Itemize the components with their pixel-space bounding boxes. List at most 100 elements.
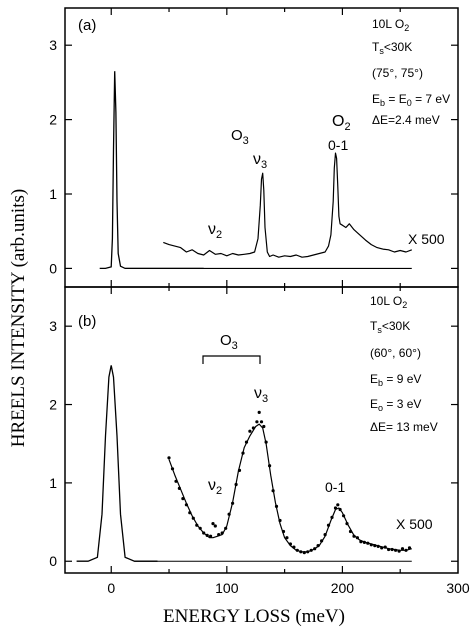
data-point xyxy=(288,542,292,546)
data-point xyxy=(369,543,373,547)
y-tick-label: 0 xyxy=(49,260,57,276)
data-point xyxy=(380,546,384,550)
data-point xyxy=(330,515,334,520)
data-point xyxy=(244,440,249,444)
data-point xyxy=(202,531,206,535)
panel-b-o2-mode-label: 0-1 xyxy=(325,479,345,495)
data-point xyxy=(397,549,401,553)
panel-b-nu3-label: ν3 xyxy=(254,385,268,405)
data-point xyxy=(313,547,317,551)
data-point xyxy=(383,545,387,549)
y-tick-label: 1 xyxy=(49,186,57,202)
x-axis-label: ENERGY LOSS (meV) xyxy=(163,606,345,627)
data-point xyxy=(181,497,185,501)
data-point xyxy=(271,489,275,493)
data-point xyxy=(394,548,398,552)
data-point xyxy=(251,426,255,430)
panel-a-nu3-label: ν3 xyxy=(253,151,267,171)
data-point xyxy=(259,420,264,424)
data-point xyxy=(295,548,299,552)
panel-a-plot xyxy=(99,71,413,270)
panel-b-multiplier: X 500 xyxy=(396,516,433,532)
data-point xyxy=(170,467,175,471)
data-point xyxy=(404,548,408,552)
elastic-peak-line xyxy=(99,71,204,270)
y-axis-label: HREELS INTENSITY (arb.units) xyxy=(8,189,29,447)
panel-b: (b) 0 1 2 3 0 100 200 300 10L O2 Ts<30K (60°, … xyxy=(49,286,470,596)
panel-b-o3-bracket-label: O3 xyxy=(220,332,238,352)
data-point xyxy=(255,420,259,424)
panel-b-nu2-label: ν2 xyxy=(208,477,222,497)
data-point xyxy=(231,501,235,505)
data-point xyxy=(342,514,346,518)
data-point xyxy=(198,526,202,530)
data-point xyxy=(336,503,340,507)
data-point xyxy=(224,526,228,530)
data-point xyxy=(184,503,188,507)
data-point xyxy=(237,468,242,472)
panel-a-y-ticks: 0 1 2 3 xyxy=(49,8,458,287)
panel-b-plot xyxy=(76,365,412,562)
data-point xyxy=(299,550,303,554)
data-point xyxy=(195,523,199,527)
panel-b-temperature: Ts<30K xyxy=(370,319,410,335)
data-point xyxy=(167,456,171,460)
data-point xyxy=(348,529,353,534)
y-tick-label: 2 xyxy=(49,397,57,413)
data-point xyxy=(285,536,289,540)
x-tick-label: 200 xyxy=(331,580,355,596)
data-point xyxy=(174,479,178,483)
panel-a-o2-mode-label: 0-1 xyxy=(328,137,348,153)
data-point xyxy=(264,440,268,444)
y-tick-label: 1 xyxy=(49,475,57,491)
data-point xyxy=(323,533,327,537)
data-point xyxy=(217,533,221,537)
elastic-peak-line xyxy=(76,365,158,562)
data-point xyxy=(352,534,356,538)
data-point xyxy=(241,451,245,455)
data-point xyxy=(281,529,286,534)
data-point xyxy=(220,531,224,535)
data-point xyxy=(400,547,405,551)
data-point xyxy=(407,546,412,550)
data-point xyxy=(387,547,391,552)
data-point xyxy=(320,539,324,543)
y-tick-label: 3 xyxy=(49,37,57,53)
data-point xyxy=(345,522,349,526)
panel-a-resolution: ΔE=2.4 meV xyxy=(372,113,440,127)
panel-b-energy-b: Eb = 9 eV xyxy=(370,372,421,388)
data-point xyxy=(248,429,252,433)
data-point xyxy=(359,540,363,544)
data-point xyxy=(292,545,296,549)
data-point xyxy=(338,507,342,512)
panel-b-y-ticks: 0 1 2 3 xyxy=(49,318,458,569)
data-point xyxy=(234,482,238,487)
data-point xyxy=(326,523,331,527)
data-point xyxy=(302,551,306,555)
data-point xyxy=(177,486,181,490)
x-tick-label: 0 xyxy=(107,580,115,596)
data-point xyxy=(268,464,272,468)
data-point xyxy=(188,511,192,515)
data-point xyxy=(366,541,370,545)
panel-a-o2-label: O2 xyxy=(332,113,351,133)
data-point xyxy=(211,522,215,526)
data-point xyxy=(257,410,261,414)
data-point xyxy=(355,536,359,540)
data-point xyxy=(227,512,231,516)
data-point xyxy=(213,524,217,528)
panel-a-dose: 10L O2 xyxy=(372,17,409,33)
data-point xyxy=(373,544,377,548)
spectrum-line xyxy=(163,152,413,258)
data-point xyxy=(316,544,320,548)
y-tick-label: 2 xyxy=(49,112,57,128)
panel-a-nu2-label: ν2 xyxy=(208,221,222,241)
data-point xyxy=(333,506,338,510)
data-point xyxy=(274,504,279,508)
panel-a-energy: Eb = E0 = 7 eV xyxy=(372,92,450,108)
panel-b-label: (b) xyxy=(78,313,96,330)
panel-a-multiplier: X 500 xyxy=(408,231,445,247)
data-point xyxy=(362,540,366,545)
panel-b-frame xyxy=(64,286,459,574)
